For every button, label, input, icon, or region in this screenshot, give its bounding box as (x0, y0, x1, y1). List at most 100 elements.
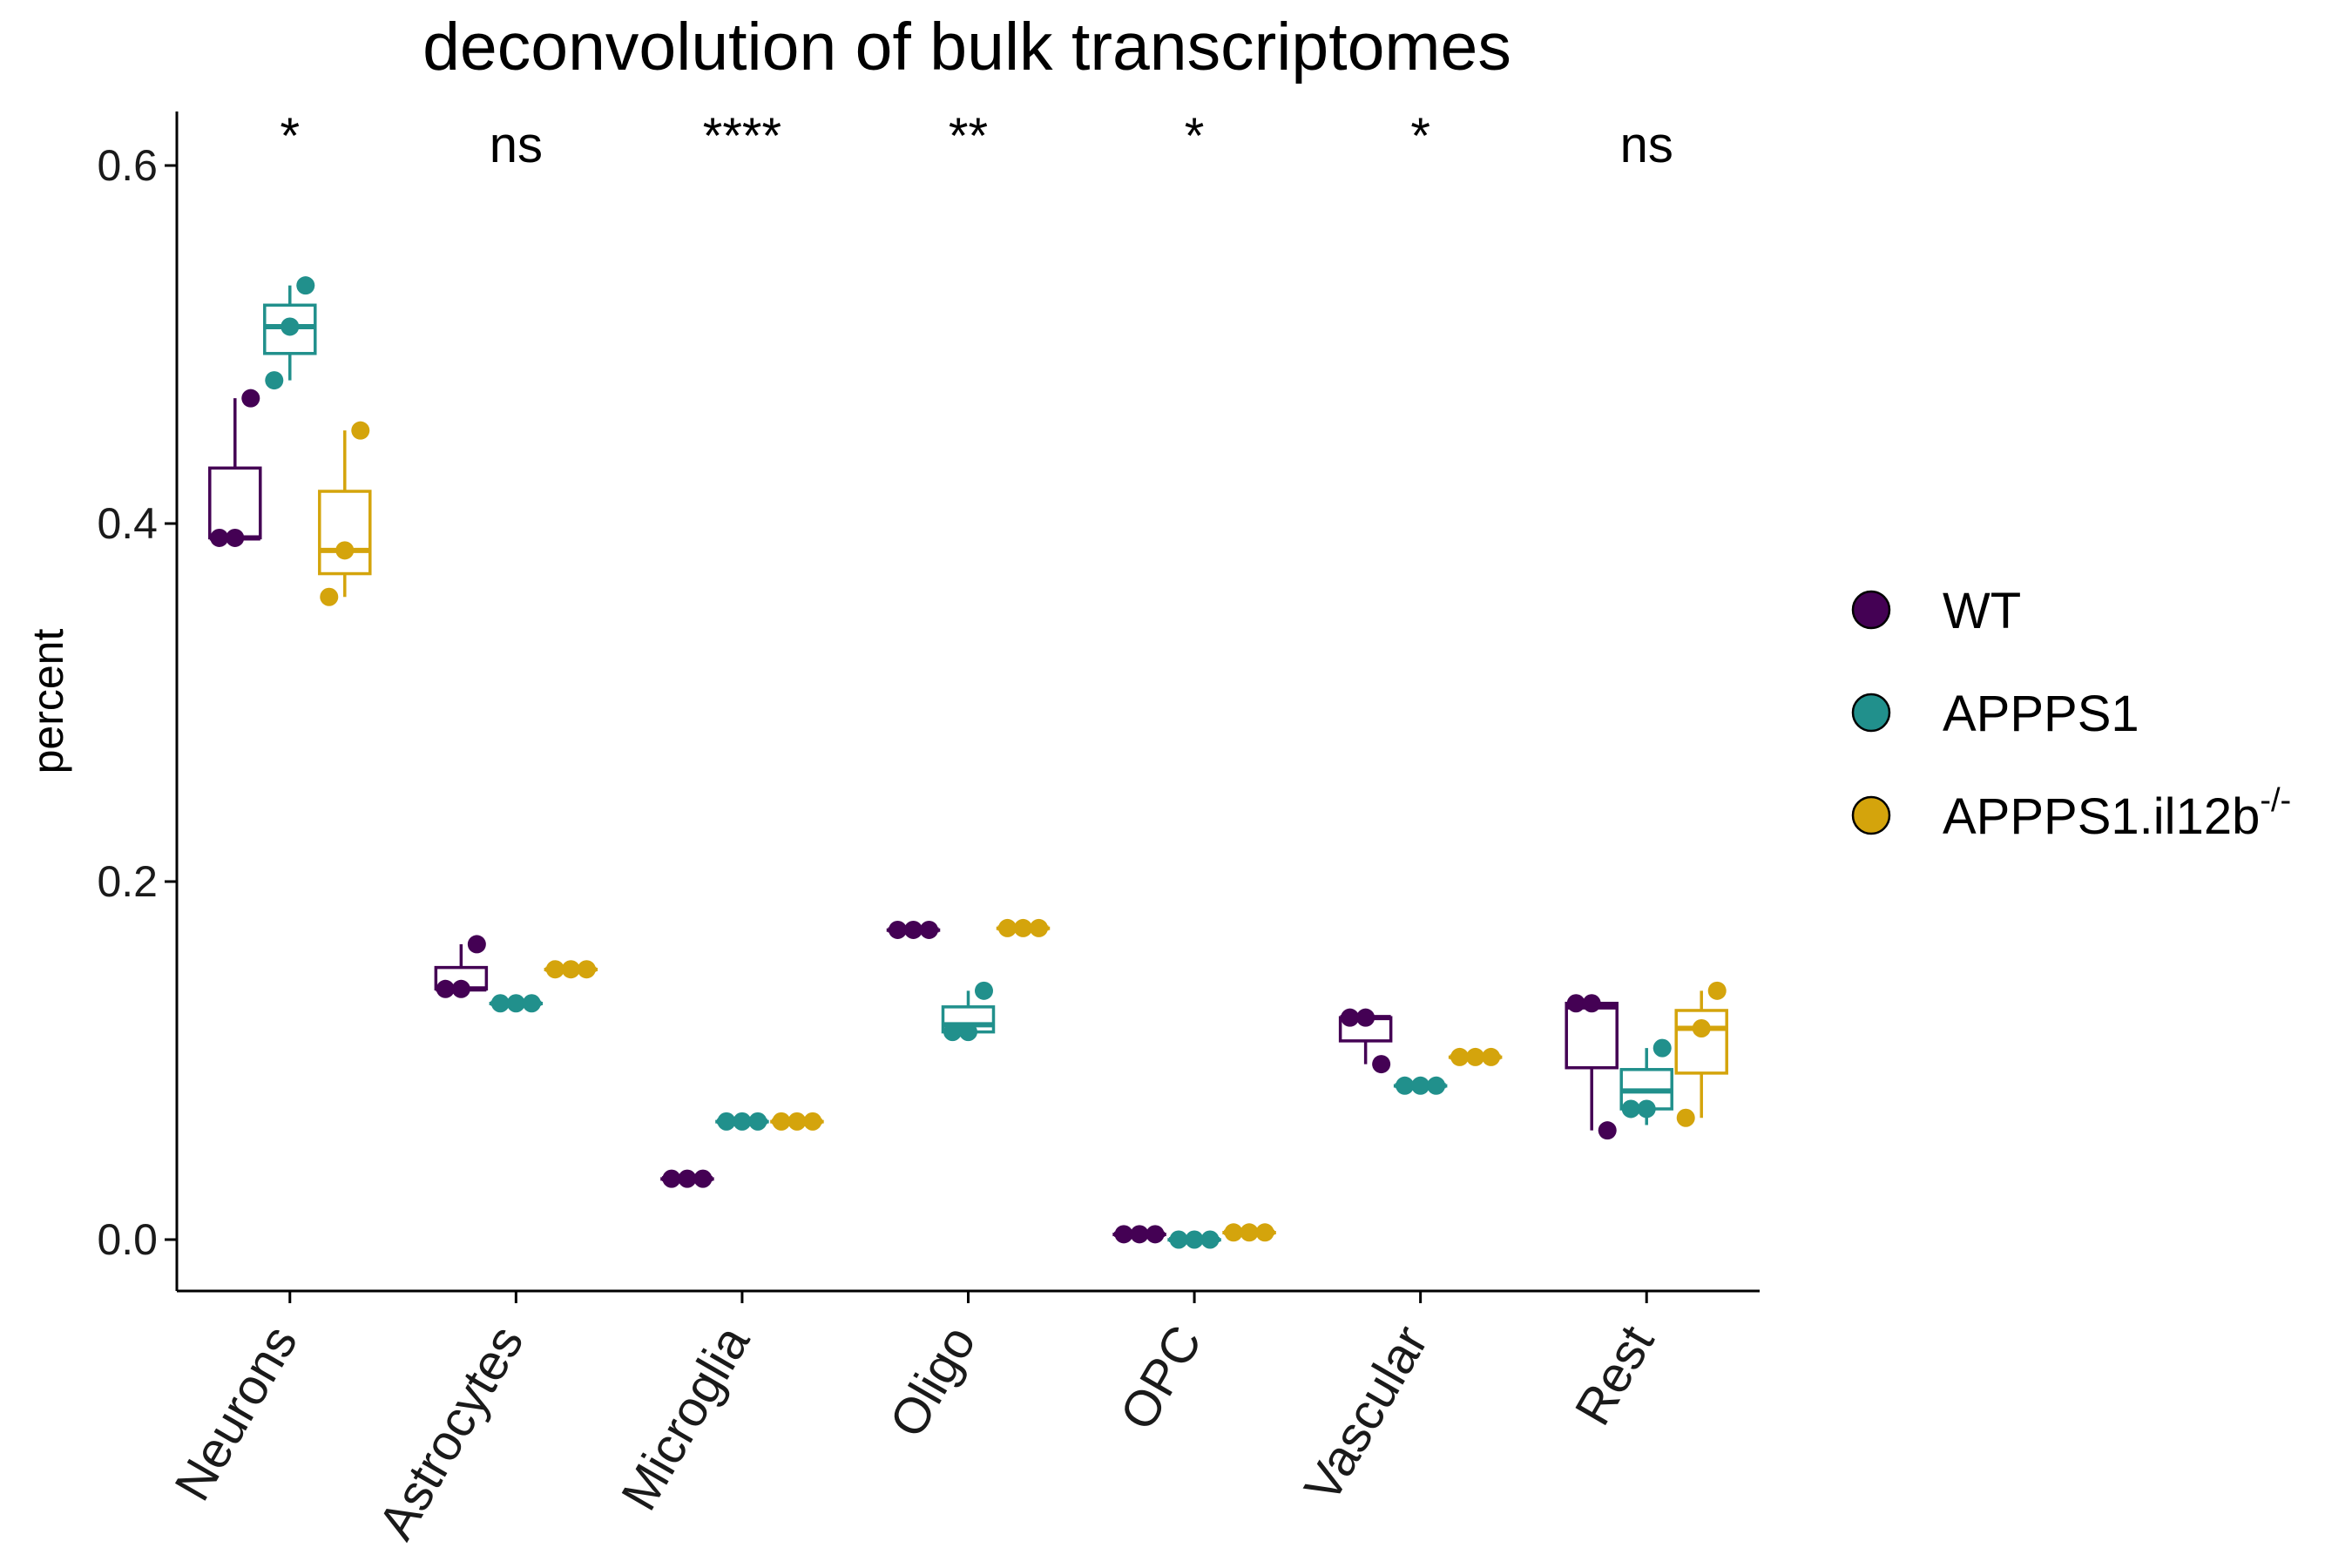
data-point (998, 918, 1017, 937)
data-point (1185, 1230, 1204, 1249)
data-point (1114, 1225, 1133, 1244)
data-point (1637, 1099, 1656, 1119)
data-point (1692, 1019, 1711, 1038)
data-point (1200, 1230, 1220, 1249)
significance-label: * (1410, 108, 1430, 165)
data-point (226, 528, 245, 547)
data-point (506, 994, 525, 1013)
data-point (733, 1112, 752, 1131)
data-point (1240, 1223, 1259, 1242)
data-point (889, 920, 907, 939)
data-point (561, 960, 580, 979)
data-point (320, 587, 339, 606)
data-point (1707, 981, 1727, 1000)
data-point (920, 920, 938, 939)
data-point (1582, 994, 1601, 1013)
x-tick-label: Rest (1565, 1316, 1666, 1435)
data-point (1676, 1108, 1695, 1127)
x-tick-label: Microglia (611, 1315, 761, 1519)
data-point (717, 1112, 736, 1131)
data-point (351, 421, 370, 440)
data-point (577, 960, 596, 979)
legend-swatch-2 (1851, 795, 1891, 835)
chart-title: deconvolution of bulk transcriptomes (422, 10, 1511, 84)
data-point (1466, 1047, 1485, 1066)
box-rect (1565, 1001, 1619, 1070)
data-point (1652, 1038, 1672, 1058)
data-point (1030, 918, 1048, 937)
significance-label: * (1185, 108, 1205, 165)
data-point (1396, 1076, 1415, 1095)
data-point (436, 979, 455, 998)
data-point (1450, 1047, 1470, 1066)
series-2 (318, 421, 1728, 1242)
significance-label: ns (490, 117, 543, 173)
y-tick-label: 0.4 (97, 499, 158, 548)
y-tick-label: 0.2 (97, 857, 158, 906)
significance-label: ns (1620, 117, 1673, 173)
legend-label-2: APPPS1.il12b-/- (1943, 782, 2291, 845)
data-point (1224, 1223, 1243, 1242)
data-point (210, 528, 229, 547)
x-tick-label: Vascular (1294, 1316, 1439, 1511)
y-tick-label: 0.6 (97, 141, 158, 190)
data-point (959, 1023, 977, 1042)
legend: WT APPPS1 APPPS1.il12b-/- (1851, 583, 2291, 845)
data-point (1598, 1121, 1617, 1140)
data-point (1341, 1008, 1360, 1027)
data-point (693, 1169, 713, 1188)
data-point (662, 1169, 681, 1188)
series-0 (208, 389, 1619, 1244)
data-point (1356, 1008, 1375, 1027)
legend-label-0: WT (1943, 583, 2021, 639)
legend-swatch-0 (1851, 590, 1891, 630)
data-point (787, 1112, 807, 1131)
significance-labels: * ns **** ** * * ns (280, 108, 1673, 173)
series-1 (263, 276, 1673, 1249)
data-point (296, 276, 315, 295)
x-tick-label: Astrocytes (368, 1316, 535, 1549)
data-point (467, 935, 486, 954)
data-point (241, 389, 260, 408)
data-point (1621, 1099, 1640, 1119)
x-tick-label: Neurons (164, 1316, 308, 1510)
data-point (943, 1023, 962, 1042)
box-rect (318, 490, 372, 576)
significance-label: ** (949, 108, 988, 165)
data-point (1014, 918, 1032, 937)
legend-label-1: APPPS1 (1943, 686, 2139, 742)
data-point (451, 979, 470, 998)
data-point (545, 960, 564, 979)
data-point (904, 920, 923, 939)
box-series (208, 276, 1728, 1249)
data-point (1169, 1230, 1188, 1249)
x-tick-label: OPC (1109, 1316, 1213, 1439)
data-point (1427, 1076, 1446, 1095)
data-point (748, 1112, 767, 1131)
data-point (803, 1112, 822, 1131)
data-point (1130, 1225, 1149, 1244)
data-point (335, 541, 355, 560)
y-axis-ticks: 0.0 0.2 0.4 0.6 (97, 141, 177, 1264)
significance-label: * (280, 108, 300, 165)
data-point (1482, 1047, 1501, 1066)
data-point (1566, 994, 1585, 1013)
data-point (678, 1169, 697, 1188)
significance-label: **** (703, 108, 781, 165)
data-point (772, 1112, 791, 1131)
data-point (1255, 1223, 1274, 1242)
data-point (975, 981, 993, 1000)
legend-swatch-1 (1851, 693, 1891, 733)
data-point (265, 371, 284, 390)
data-point (490, 994, 510, 1013)
x-tick-label: Oligo (879, 1316, 987, 1447)
data-point (280, 317, 300, 336)
data-point (522, 994, 541, 1013)
data-point (1372, 1055, 1391, 1074)
x-axis-ticks: Neurons Astrocytes Microglia Oligo OPC Vascul… (164, 1291, 1665, 1549)
y-tick-label: 0.0 (97, 1215, 158, 1264)
data-point (1146, 1225, 1165, 1244)
legend-label-superscript: -/- (2260, 782, 2291, 819)
